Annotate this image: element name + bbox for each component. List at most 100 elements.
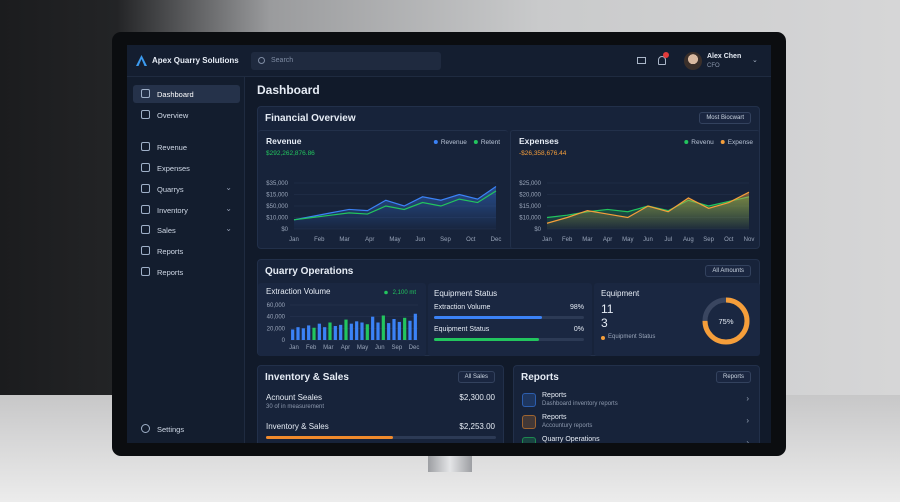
nav-item[interactable]: Sales ⌄: [133, 221, 240, 239]
nav-item[interactable]: Quarrys ⌄: [133, 180, 240, 198]
status-label: Equipment Status: [434, 326, 490, 333]
x-tick-label: Oct: [466, 237, 476, 243]
progress-bar: [434, 338, 539, 341]
y-tick-label: 60,000: [267, 303, 286, 309]
legend-label: 2,100 mt: [393, 290, 417, 296]
line: [546, 191, 750, 224]
bar: [408, 320, 412, 340]
bar: [296, 327, 300, 340]
bell-icon[interactable]: [658, 56, 666, 65]
card-title: Equipment: [601, 289, 640, 298]
x-tick-label: May: [622, 237, 633, 243]
x-tick-label: Jan: [289, 345, 299, 351]
line: [293, 185, 497, 221]
x-tick-label: Jun: [415, 237, 425, 243]
legend-dot: [433, 140, 438, 144]
report-chevron: ›: [746, 394, 749, 403]
x-tick-label: Apr: [365, 237, 374, 243]
bar: [381, 315, 385, 340]
reports-panel: Reports Reports Reports Dashboard invento…: [513, 365, 760, 443]
row-amount: $2,300.00: [459, 393, 495, 402]
bar: [291, 329, 295, 340]
gauge-arc: [702, 297, 750, 345]
legend-dot: [720, 140, 725, 144]
gauge-label: 75%: [718, 317, 733, 326]
screen: Apex Quarry Solutions Search Alex Chen C…: [127, 45, 771, 443]
mail-icon[interactable]: [637, 57, 646, 64]
x-tick-label: Sep: [392, 345, 403, 351]
status-value: 0%: [573, 326, 584, 333]
top-bar: Apex Quarry Solutions Search Alex Chen C…: [127, 45, 771, 77]
report-title[interactable]: Reports: [542, 392, 567, 399]
legend-dot: [601, 336, 605, 340]
row-sub: 30 of in measurement: [266, 404, 325, 410]
sidebar: Dashboard Overview Revenue Expenses Quarrys ⌄…: [127, 77, 245, 443]
nav-item[interactable]: Revenue: [133, 138, 240, 156]
report-title[interactable]: Reports: [542, 414, 567, 421]
progress-track: [266, 436, 496, 439]
legend-dot: [384, 290, 388, 295]
x-tick-label: Apr: [341, 345, 350, 351]
gauge: 75%: [702, 297, 750, 345]
report-title[interactable]: Quarry Operations: [542, 436, 600, 443]
line: [293, 190, 497, 221]
progress-bar: [434, 316, 542, 319]
revenue-chart: Revenue $292,262,876.86 Retent Revenue $0 $10…: [266, 136, 501, 243]
nav-icon: [141, 142, 150, 151]
expenses-chart: Expenses -$26,358,676.44 Expense Revenu $0 $1…: [519, 136, 754, 243]
nav-item[interactable]: Inventory ⌄: [133, 201, 240, 219]
bar: [339, 324, 343, 340]
y-tick-label: $20,000: [519, 193, 541, 199]
x-tick-label: Feb: [306, 345, 317, 351]
progress-track: [434, 338, 584, 341]
y-tick-label: $25,000: [519, 181, 541, 187]
y-tick-label: $10,000: [266, 216, 288, 222]
x-tick-label: May: [389, 237, 400, 243]
nav-item[interactable]: Expenses: [133, 159, 240, 177]
panel-title: Quarry Operations: [265, 266, 354, 277]
nav-caret: ⌄: [225, 224, 232, 233]
report-sub: Dashboard inventory reports: [542, 401, 618, 407]
nav-item[interactable]: Dashboard: [133, 85, 240, 103]
y-tick-label: $15,000: [266, 193, 288, 199]
dropdown[interactable]: Most Biocwart: [699, 112, 751, 124]
dropdown[interactable]: Reports: [715, 371, 751, 383]
row-label: Inventory & Sales: [266, 422, 329, 431]
status-label: Extraction Volume: [434, 304, 491, 311]
legend-label: Retent: [481, 139, 500, 146]
status-value: 98%: [569, 304, 584, 311]
user-menu-caret[interactable]: ⌄: [752, 57, 758, 64]
bar: [413, 313, 417, 340]
chart-title: Extraction Volume: [266, 287, 331, 296]
x-tick-label: Sep: [703, 237, 714, 243]
x-tick-label: Jan: [542, 237, 552, 243]
x-tick-label: Jun: [643, 237, 653, 243]
legend-label: Expense: [728, 139, 754, 146]
extraction-chart: Extraction Volume 2,100 mt 0 20,000 40,000 60…: [266, 287, 419, 351]
y-tick-label: 20,000: [267, 326, 286, 332]
y-tick-label: $0: [281, 227, 288, 233]
y-tick-label: $50,000: [266, 204, 288, 210]
nav-item[interactable]: Overview: [133, 106, 240, 124]
nav-item[interactable]: Reports: [133, 242, 240, 260]
legend-dot: [473, 140, 478, 144]
bar: [301, 328, 305, 340]
search-box[interactable]: Search: [251, 52, 441, 70]
search-placeholder: Search: [271, 57, 294, 64]
nav-caret: ⌄: [225, 183, 232, 192]
avatar[interactable]: [684, 52, 702, 70]
count: 11: [601, 302, 614, 316]
nav-item[interactable]: Reports: [133, 263, 240, 281]
nav-icon: [141, 424, 150, 433]
progress-track: [434, 316, 584, 319]
dropdown[interactable]: All Amounts: [705, 265, 751, 277]
logo: [136, 55, 147, 66]
panel-title: Financial Overview: [265, 113, 356, 124]
bar: [360, 322, 364, 340]
dropdown[interactable]: All Sales: [457, 371, 495, 383]
x-tick-label: Jul: [664, 237, 672, 243]
card-title: Equipment Status: [434, 289, 498, 298]
nav-item[interactable]: Settings: [133, 420, 240, 438]
x-tick-label: Mar: [582, 237, 592, 243]
y-tick-label: $10,000: [519, 216, 541, 222]
